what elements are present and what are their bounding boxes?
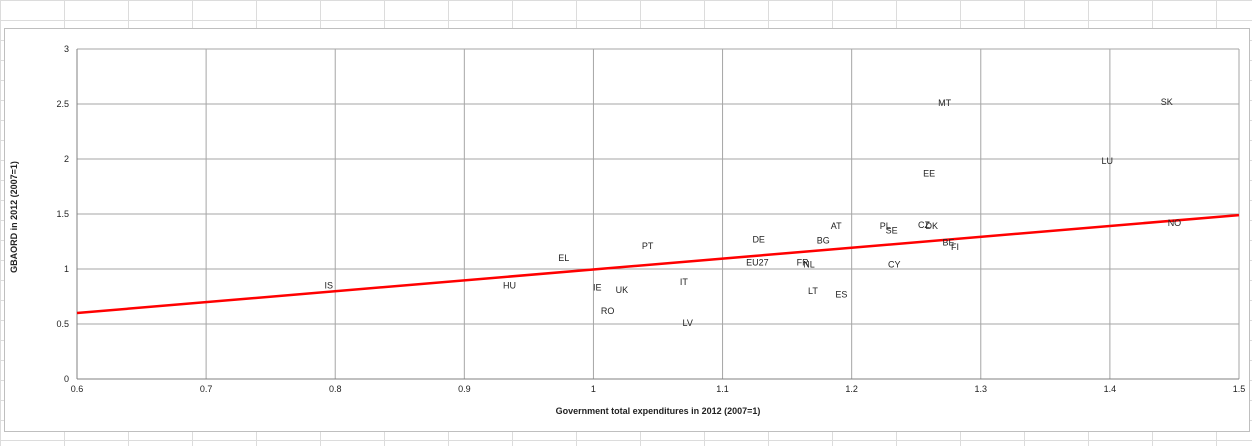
y-tick-label: 0.5 [56, 319, 69, 329]
data-point-label: DE [752, 234, 765, 244]
y-tick-label: 1 [64, 264, 69, 274]
data-point-label: IS [325, 281, 334, 291]
data-point-label: LT [808, 286, 818, 296]
data-point-label: SK [1161, 97, 1173, 107]
x-axis-ticks: 0.6 0.7 0.8 0.9 1 1.1 1.2 1.3 1.4 1.5 [71, 384, 1246, 394]
gridlines [76, 48, 1240, 380]
x-tick-label: 1.2 [845, 384, 858, 394]
y-tick-label: 1.5 [56, 209, 69, 219]
y-tick-label: 3 [64, 44, 69, 54]
y-axis-ticks: 0 0.5 1 1.5 2 2.5 3 [56, 44, 69, 384]
data-point-label: FI [951, 242, 959, 252]
trend-line-group [76, 213, 1240, 315]
x-tick-label: 0.6 [71, 384, 84, 394]
data-point-label: IT [680, 277, 689, 287]
data-point-label: LU [1102, 156, 1114, 166]
x-tick-label: 1 [591, 384, 596, 394]
data-point-label: RO [601, 306, 615, 316]
x-tick-label: 1.3 [975, 384, 988, 394]
data-point-label: EL [558, 253, 569, 263]
data-point-label: BE [942, 238, 954, 248]
data-point-label: NO [1168, 218, 1182, 228]
data-point-label: DK [925, 221, 938, 231]
data-point-label: UK [616, 285, 629, 295]
x-tick-label: 0.7 [200, 384, 213, 394]
data-point-label: LV [683, 318, 693, 328]
data-point-label: CZ [918, 220, 930, 230]
data-point-label: HU [503, 281, 516, 291]
x-tick-label: 0.8 [329, 384, 342, 394]
data-point-label: AT [831, 221, 842, 231]
x-tick-label: 0.9 [458, 384, 471, 394]
scatter-chart: 0.6 0.7 0.8 0.9 1 1.1 1.2 1.3 1.4 1.5 0 0.5 1 1.5 2 2.… [9, 44, 1246, 416]
data-point-label: FR [797, 257, 809, 267]
x-tick-label: 1.5 [1233, 384, 1246, 394]
data-point-label: SE [886, 226, 898, 236]
chart-area[interactable]: 0.6 0.7 0.8 0.9 1 1.1 1.2 1.3 1.4 1.5 0 0.5 1 1.5 2 2.… [4, 28, 1250, 432]
data-point-label: CY [888, 260, 901, 270]
data-point-label: EU27 [746, 257, 769, 267]
y-tick-label: 2.5 [56, 99, 69, 109]
y-tick-label: 2 [64, 154, 69, 164]
y-tick-label: 0 [64, 374, 69, 384]
data-point-label: IE [593, 283, 602, 293]
data-point-label: MT [938, 98, 951, 108]
trend-line [76, 213, 1240, 315]
x-axis-title: Government total expenditures in 2012 (2… [556, 406, 761, 416]
data-point-label: PL [880, 221, 891, 231]
data-point-label: PT [642, 241, 654, 251]
data-point-label: BG [817, 235, 830, 245]
data-point-label: EE [923, 168, 935, 178]
x-tick-label: 1.1 [716, 384, 729, 394]
data-point-label: NL [803, 260, 815, 270]
data-point-label: ES [835, 289, 847, 299]
y-axis-title: GBAORD in 2012 (2007=1) [9, 161, 19, 273]
x-tick-label: 1.4 [1104, 384, 1117, 394]
